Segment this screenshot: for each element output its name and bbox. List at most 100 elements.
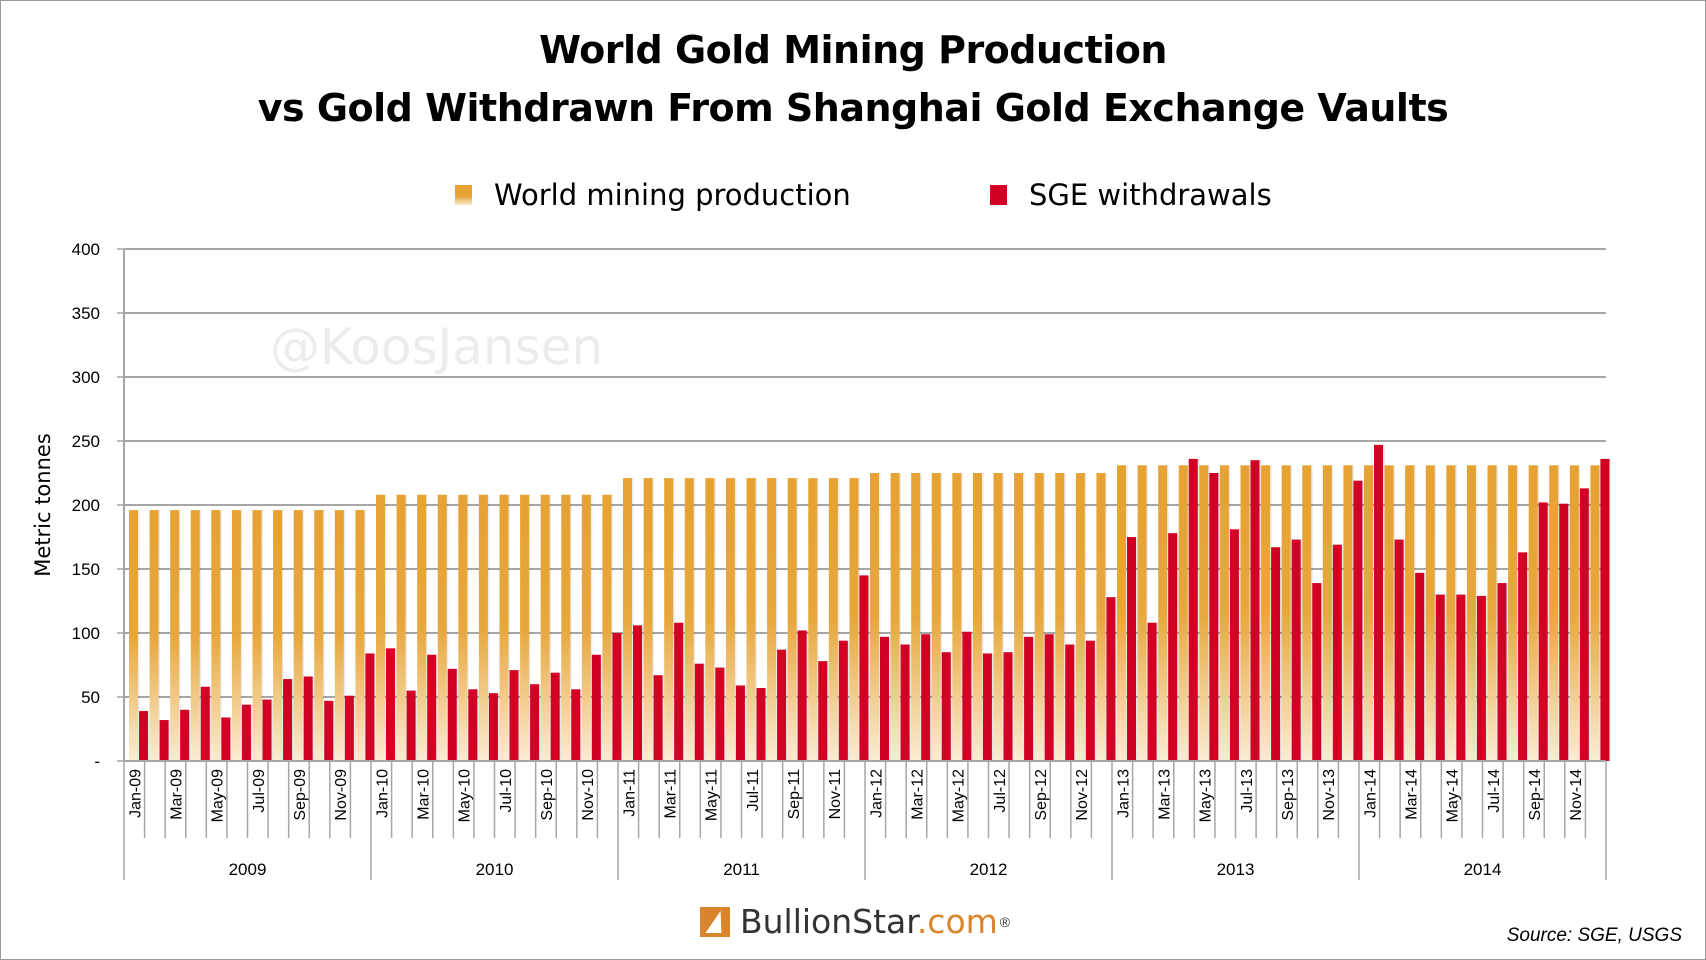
bar-mining [355,510,365,761]
source-note: Source: SGE, USGS [1506,925,1682,946]
year-label: 2010 [476,860,514,879]
x-tick-label: Mar-14 [1403,769,1420,820]
bar-sge [1024,636,1034,761]
legend-item-mining: World mining production [455,178,851,212]
bar-sge [1374,444,1383,761]
x-tick-label: Jul-11 [745,769,762,811]
year-label: 2012 [970,860,1008,879]
bar-mining [170,510,180,761]
x-tick-label: Nov-13 [1321,769,1338,821]
bar-sge [715,667,725,761]
bar-sge [324,700,334,761]
x-tick-label: Sep-14 [1527,769,1544,821]
bar-sge [488,693,498,761]
x-tick-label: Sep-13 [1280,769,1297,821]
bar-sge [756,688,766,761]
bar-sge [221,717,231,761]
bar-sge [159,720,169,761]
bar-mining [1343,465,1353,761]
bar-sge [1456,594,1466,761]
bar-mining [376,494,385,761]
chart-title-line-1: World Gold Mining Production [539,28,1167,72]
bar-sge [1106,597,1116,761]
bar-sge [1044,634,1054,761]
x-tick-label: May-13 [1198,769,1215,822]
x-tick-label: May-14 [1445,769,1462,822]
bar-sge [1476,595,1486,761]
bar-sge [200,686,210,761]
bar-sge [1168,533,1178,761]
legend-item-sge: SGE withdrawals [990,178,1272,212]
x-tick-label: Sep-10 [539,769,556,821]
year-label: 2009 [229,860,267,879]
bar-sge [1538,502,1548,761]
y-tick-label: 400 [72,240,100,259]
bar-sge [1312,583,1322,761]
bar-mining [252,510,262,761]
bar-sge [921,634,931,761]
x-tick-label: Nov-11 [827,769,844,819]
x-tick-label: May-11 [704,769,721,821]
bullionstar-logo: BullionStar.com ® [700,902,1010,941]
x-tick-label: Mar-10 [415,769,432,820]
x-tick-label: Jan-11 [621,769,638,817]
bar-mining [911,473,921,761]
bar-mining [1302,465,1312,761]
bar-mining [1487,465,1497,761]
bar-sge [509,670,519,761]
x-tick-label: Jul-10 [498,769,515,813]
bar-mining [1508,465,1518,761]
bar-mining [1405,465,1415,761]
bar-mining [561,494,571,761]
bar-sge [797,630,807,761]
bar-mining [602,494,612,761]
bar-mining [664,478,674,761]
x-tick-label: Mar-13 [1156,769,1173,820]
legend-swatch-mining [455,185,472,205]
x-tick-label: May-12 [951,769,968,822]
bar-sge [241,704,251,761]
bar-mining [417,494,427,761]
x-tick-label: Sep-12 [1033,769,1050,821]
bar-sge [1003,652,1013,761]
y-tick-label: 300 [72,368,100,387]
bar-sge [530,684,540,761]
bar-mining [1549,465,1559,761]
y-axis-title: Metric tonnes [31,433,55,577]
bar-sge [406,690,416,761]
legend-swatch-sge [990,185,1007,205]
bar-mining [1178,465,1188,761]
bar-mining [1096,473,1106,761]
bar-mining [1261,465,1271,761]
x-tick-label: Jul-09 [251,769,268,813]
bar-mining [725,478,735,761]
x-tick-label: Jan-09 [127,769,144,818]
bar-sge [1518,552,1528,761]
bar-sge [777,649,787,761]
x-tick-label: Jul-14 [1486,769,1503,813]
bar-sge [1250,460,1260,761]
bar-mining [643,478,653,761]
bar-mining [684,478,694,761]
bar-mining [334,510,344,761]
bar-mining [1528,465,1538,761]
bar-sge [1435,594,1445,761]
bar-mining [870,473,879,761]
bar-mining [828,478,838,761]
bar-sge [365,653,375,761]
bar-mining [1055,473,1065,761]
x-tick-label: Sep-11 [786,769,803,820]
bar-mining [1364,465,1373,761]
bar-sge [1127,537,1136,761]
bar-mining [1590,465,1600,761]
x-tick-label: Sep-09 [292,769,309,821]
x-tick-label: Jan-14 [1362,769,1379,818]
bar-sge [859,575,869,761]
bar-mining [581,494,591,761]
bar-mining [1569,465,1579,761]
legend-label-mining: World mining production [494,178,851,212]
bar-mining [1137,465,1147,761]
year-label: 2014 [1464,860,1502,879]
y-tick-label: 150 [72,560,100,579]
bar-mining [767,478,777,761]
